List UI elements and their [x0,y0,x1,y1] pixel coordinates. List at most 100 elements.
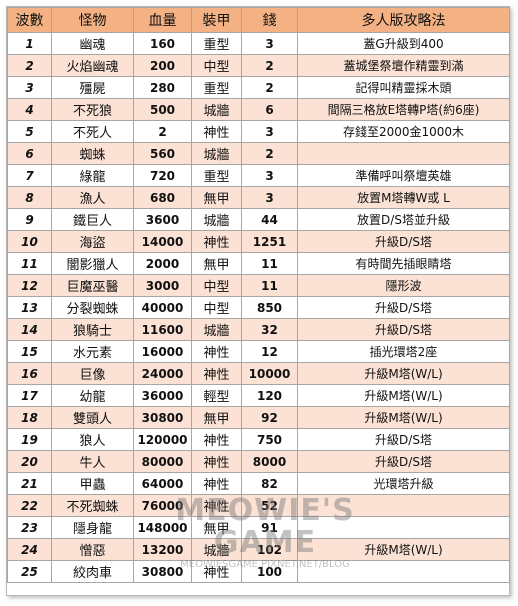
cell-monster: 巨魔巫醫 [51,274,134,297]
cell-strategy: 升級M塔(W/L) [297,406,510,429]
cell-strategy [297,560,510,583]
cell-gold: 8000 [241,450,298,473]
cell-wave: 25 [7,560,52,583]
table-row: 25 絞肉車 30800 神性 100 [7,560,510,583]
header-wave: 波數 [7,7,52,33]
cell-monster: 牛人 [51,450,134,473]
cell-armor: 重型 [191,32,242,55]
cell-monster: 幽魂 [51,32,134,55]
cell-monster: 狼人 [51,428,134,451]
cell-strategy [297,516,510,539]
cell-armor: 神性 [191,450,242,473]
cell-monster: 巨像 [51,362,134,385]
cell-wave: 22 [7,494,52,517]
cell-monster: 甲蟲 [51,472,134,495]
cell-gold: 12 [241,340,298,363]
cell-armor: 神性 [191,340,242,363]
table-row: 16 巨像 24000 神性 10000 升級M塔(W/L) [7,362,510,385]
cell-monster: 不死狼 [51,98,134,121]
cell-monster: 憎惡 [51,538,134,561]
table-row: 14 狼騎士 11600 城牆 32 升級D/S塔 [7,318,510,341]
table-row: 6 蜘蛛 560 城牆 2 [7,142,510,165]
cell-gold: 10000 [241,362,298,385]
cell-strategy: 記得叫精靈採木頭 [297,76,510,99]
cell-armor: 中型 [191,296,242,319]
cell-gold: 11 [241,274,298,297]
table-row: 12 巨魔巫醫 3000 中型 11 隱形波 [7,274,510,297]
cell-hp: 30800 [133,406,192,429]
cell-gold: 44 [241,208,298,231]
cell-monster: 不死人 [51,120,134,143]
table-row: 20 牛人 80000 神性 8000 升級D/S塔 [7,450,510,473]
cell-strategy: 準備呼叫祭壇英雄 [297,164,510,187]
table-row: 5 不死人 2 神性 3 存錢至2000金1000木 [7,120,510,143]
cell-gold: 100 [241,560,298,583]
cell-wave: 21 [7,472,52,495]
cell-wave: 13 [7,296,52,319]
cell-gold: 3 [241,186,298,209]
cell-hp: 3600 [133,208,192,231]
cell-gold: 750 [241,428,298,451]
cell-gold: 52 [241,494,298,517]
cell-monster: 海盜 [51,230,134,253]
cell-monster: 殭屍 [51,76,134,99]
cell-strategy: 放置D/S塔並升級 [297,208,510,231]
cell-wave: 17 [7,384,52,407]
cell-monster: 綠龍 [51,164,134,187]
cell-hp: 500 [133,98,192,121]
cell-wave: 18 [7,406,52,429]
cell-strategy: 間隔三格放E塔轉P塔(約6座) [297,98,510,121]
cell-gold: 3 [241,164,298,187]
cell-strategy: 升級D/S塔 [297,428,510,451]
table-row: 7 綠龍 720 重型 3 準備呼叫祭壇英雄 [7,164,510,187]
cell-monster: 狼騎士 [51,318,134,341]
cell-armor: 無甲 [191,516,242,539]
cell-hp: 200 [133,54,192,77]
cell-hp: 16000 [133,340,192,363]
table-row: 22 不死蜘蛛 76000 神性 52 [7,494,510,517]
cell-monster: 火焰幽魂 [51,54,134,77]
cell-armor: 城牆 [191,318,242,341]
cell-wave: 16 [7,362,52,385]
table-row: 2 火焰幽魂 200 中型 2 蓋城堡祭壇作精靈到滿 [7,54,510,77]
cell-armor: 無甲 [191,406,242,429]
cell-gold: 102 [241,538,298,561]
cell-wave: 9 [7,208,52,231]
table-row: 4 不死狼 500 城牆 6 間隔三格放E塔轉P塔(約6座) [7,98,510,121]
cell-armor: 重型 [191,76,242,99]
cell-gold: 2 [241,54,298,77]
cell-strategy: 升級D/S塔 [297,230,510,253]
table-row: 24 憎惡 13200 城牆 102 升級M塔(W/L) [7,538,510,561]
cell-armor: 輕型 [191,384,242,407]
header-strategy: 多人版攻略法 [297,7,510,33]
cell-wave: 24 [7,538,52,561]
cell-hp: 76000 [133,494,192,517]
cell-monster: 闇影獵人 [51,252,134,275]
cell-monster: 隱身龍 [51,516,134,539]
cell-armor: 城牆 [191,538,242,561]
cell-armor: 中型 [191,274,242,297]
cell-armor: 神性 [191,428,242,451]
table-row: 3 殭屍 280 重型 2 記得叫精靈採木頭 [7,76,510,99]
cell-strategy: 光環塔升級 [297,472,510,495]
cell-hp: 720 [133,164,192,187]
table-row: 19 狼人 120000 神性 750 升級D/S塔 [7,428,510,451]
cell-hp: 120000 [133,428,192,451]
cell-strategy: 升級D/S塔 [297,296,510,319]
table-row: 8 漁人 680 無甲 3 放置M塔轉W或 L [7,186,510,209]
cell-hp: 11600 [133,318,192,341]
cell-strategy: 放置M塔轉W或 L [297,186,510,209]
cell-hp: 30800 [133,560,192,583]
cell-hp: 2 [133,120,192,143]
strategy-table-sheet: 波數 怪物 血量 裝甲 錢 多人版攻略法 1 幽魂 160 重型 3 蓋G升級到400 2 火… [6,6,510,596]
cell-hp: 40000 [133,296,192,319]
cell-strategy: 升級D/S塔 [297,318,510,341]
cell-wave: 11 [7,252,52,275]
header-armor: 裝甲 [191,7,242,33]
cell-monster: 蜘蛛 [51,142,134,165]
cell-gold: 120 [241,384,298,407]
table-row: 1 幽魂 160 重型 3 蓋G升級到400 [7,32,510,55]
cell-wave: 23 [7,516,52,539]
cell-wave: 8 [7,186,52,209]
cell-monster: 鐵巨人 [51,208,134,231]
